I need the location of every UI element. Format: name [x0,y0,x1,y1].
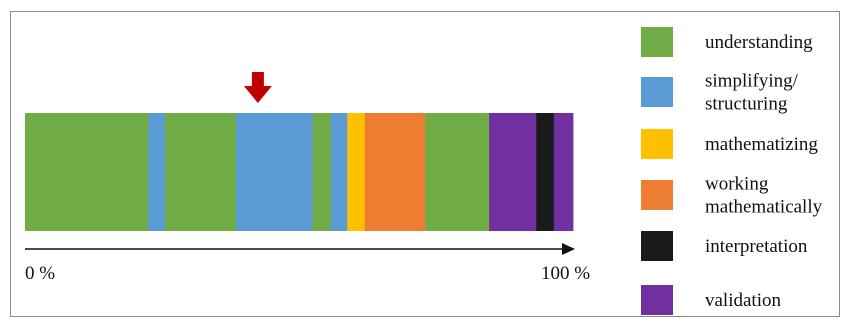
bar-segment-understanding [425,113,490,231]
bar-segment-mathematizing [347,113,366,231]
axis-end-label: 100 % [541,263,590,284]
percent-axis: 0 % 100 % [25,243,590,284]
legend-label-working-line1: working [705,174,769,195]
legend-swatch-working [641,180,673,210]
legend-swatch-simplifying [641,77,673,107]
legend-label-interpretation: interpretation [705,236,808,257]
phase-bar [25,113,574,231]
axis-start-label: 0 % [25,263,55,284]
legend-label-working-line2: mathematically [705,197,823,218]
down-arrow-icon [243,72,272,103]
bar-segment-validation [553,113,574,231]
bar-segment-interpretation [536,113,555,231]
bar-segment-simplifying [148,113,166,231]
legend-swatch-understanding [641,27,673,57]
legend: understanding simplifying/structuring math… [641,27,823,315]
bar-segment-simplifying [330,113,348,231]
bar-segment-understanding [312,113,332,231]
marker [243,72,272,103]
bar-segment-validation [489,113,537,231]
legend-label-validation: validation [705,290,781,311]
legend-swatch-mathematizing [641,129,673,159]
legend-label-mathematizing: mathematizing [705,134,818,155]
bar-segment-understanding [164,113,237,231]
axis-arrowhead-icon [562,243,575,255]
bar-segment-simplifying [235,113,314,231]
legend-swatch-interpretation [641,231,673,261]
legend-label-understanding: understanding [705,32,813,53]
legend-label-simplifying-line1: simplifying/ [705,71,799,92]
bar-segment-understanding [25,113,149,231]
bar-segment-working [364,113,426,231]
legend-swatch-validation [641,285,673,315]
legend-label-simplifying-line2: structuring [705,94,788,115]
